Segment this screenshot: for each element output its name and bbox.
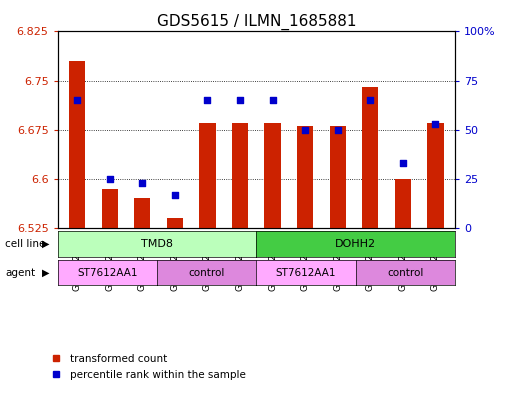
Bar: [101, 189, 118, 228]
Text: ST7612AA1: ST7612AA1: [276, 268, 336, 277]
Bar: [265, 123, 281, 228]
Bar: [232, 123, 248, 228]
Text: ST7612AA1: ST7612AA1: [77, 268, 138, 277]
Text: agent: agent: [5, 268, 36, 277]
Bar: [329, 127, 346, 228]
Bar: [167, 218, 183, 228]
Point: [106, 176, 114, 182]
Point: [203, 97, 212, 103]
Text: DOHH2: DOHH2: [335, 239, 376, 249]
Text: TMD8: TMD8: [141, 239, 173, 249]
Point: [301, 127, 309, 133]
Bar: [362, 87, 379, 228]
Bar: [199, 123, 215, 228]
Point: [399, 160, 407, 166]
Point: [73, 97, 81, 103]
Point: [236, 97, 244, 103]
Point: [268, 97, 277, 103]
Point: [431, 121, 440, 127]
Point: [170, 191, 179, 198]
Text: ▶: ▶: [42, 239, 50, 249]
Bar: [297, 127, 313, 228]
Text: control: control: [387, 268, 424, 277]
Text: cell line: cell line: [5, 239, 46, 249]
Text: control: control: [188, 268, 225, 277]
Point: [334, 127, 342, 133]
Bar: [427, 123, 444, 228]
Text: ▶: ▶: [42, 268, 50, 277]
Legend: transformed count, percentile rank within the sample: transformed count, percentile rank withi…: [47, 350, 250, 384]
Title: GDS5615 / ILMN_1685881: GDS5615 / ILMN_1685881: [156, 14, 356, 30]
Bar: [69, 61, 85, 228]
Bar: [134, 198, 151, 228]
Bar: [395, 179, 411, 228]
Point: [366, 97, 374, 103]
Point: [138, 180, 146, 186]
